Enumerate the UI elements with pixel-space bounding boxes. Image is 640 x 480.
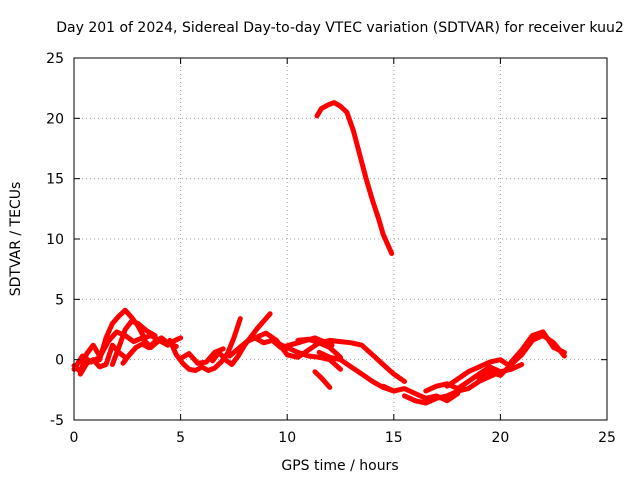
- axis-ticks: 0 5 10 15 20 25 -5 0 5 10 15 20 25: [46, 51, 616, 446]
- x-tick-label: 5: [176, 430, 185, 446]
- series-arc-20: [444, 357, 514, 389]
- plot-frame: [73, 57, 608, 421]
- series-arc-7: [167, 316, 243, 373]
- data-series: [71, 100, 567, 406]
- series-arc-17: [380, 383, 461, 404]
- x-tick-label: 25: [598, 430, 616, 446]
- y-tick-label: 0: [55, 353, 64, 369]
- y-tick-label: -5: [50, 413, 64, 429]
- chart-title: Day 201 of 2024, Sidereal Day-to-day VTE…: [56, 20, 624, 36]
- series-arc-15: [312, 369, 333, 390]
- x-axis-label: GPS time / hours: [281, 458, 398, 474]
- y-tick-label: 15: [46, 172, 64, 188]
- y-axis-label: SDTVAR / TECUs: [8, 182, 24, 297]
- x-tick-label: 10: [278, 430, 296, 446]
- series-arc-11: [252, 330, 343, 360]
- x-tick-label: 15: [385, 430, 403, 446]
- series-arc-13: [295, 336, 407, 384]
- series-arc-22: [508, 329, 567, 365]
- x-tick-label: 20: [491, 430, 509, 446]
- grid-lines: [74, 58, 607, 420]
- series-arc-18: [402, 369, 503, 406]
- series-arc-9: [210, 311, 273, 367]
- y-tick-label: 25: [46, 51, 64, 67]
- series-arc-1: [71, 342, 103, 375]
- series-arc-5: [109, 318, 158, 367]
- x-tick-label: 0: [70, 430, 79, 446]
- y-tick-label: 20: [46, 111, 64, 127]
- y-tick-label: 10: [46, 232, 64, 248]
- series-arc-6: [120, 335, 179, 366]
- series-arc-8: [178, 346, 226, 366]
- y-tick-label: 5: [55, 292, 64, 308]
- series-arc-16: [314, 100, 395, 256]
